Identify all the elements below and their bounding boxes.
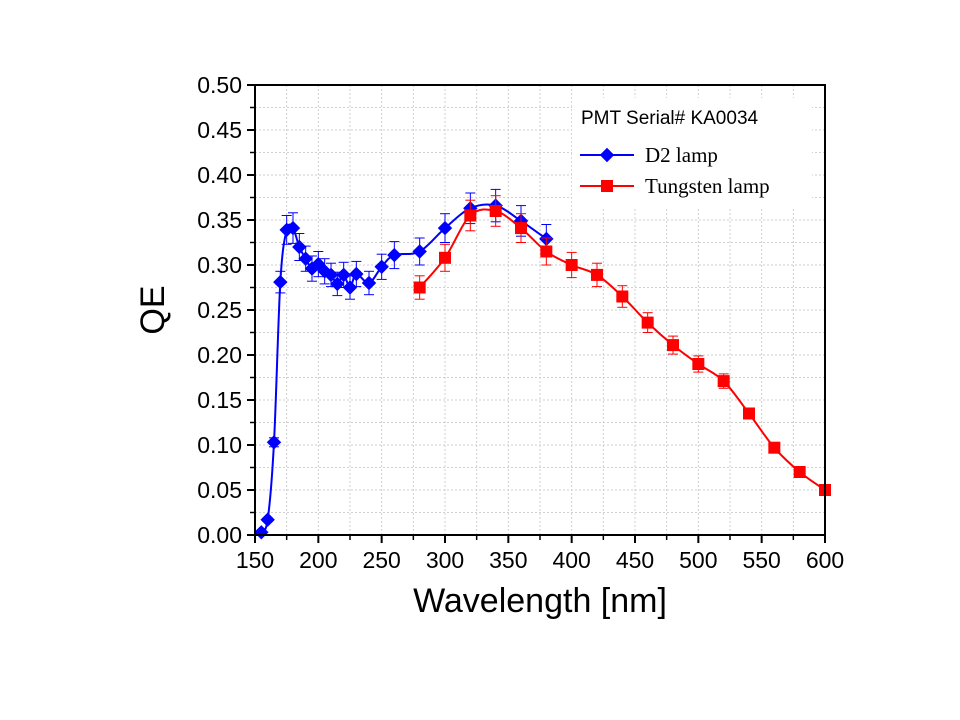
data-point — [298, 251, 313, 266]
data-point — [565, 259, 578, 271]
x-tick-label: 600 — [806, 547, 844, 573]
x-tick-label: 350 — [489, 547, 527, 573]
legend-marker — [599, 147, 615, 163]
legend: PMT Serial# KA0034 D2 lamp Tungsten lamp — [572, 98, 812, 208]
y-tick-label: 0.05 — [197, 477, 242, 503]
x-tick-label: 300 — [426, 547, 464, 573]
legend-label: D2 lamp — [645, 143, 718, 167]
data-point — [387, 247, 402, 263]
data-point — [793, 466, 806, 478]
data-point — [336, 267, 351, 283]
series-1 — [413, 195, 831, 496]
data-point — [667, 339, 679, 352]
data-point — [743, 407, 755, 420]
grid-lines — [255, 85, 825, 535]
data-point — [292, 239, 307, 255]
x-tick-label: 550 — [742, 547, 780, 573]
data-point — [439, 251, 451, 264]
y-tick-label: 0.15 — [197, 387, 242, 413]
y-axis-title: QE — [134, 285, 172, 334]
series-line — [418, 208, 826, 491]
legend-items: D2 lamp Tungsten lamp — [580, 143, 770, 198]
data-point — [540, 245, 553, 258]
x-tick-label: 200 — [299, 547, 337, 573]
tick-labels: 150 200 250 300 350 400 450 500 550 600 0.00 0.05 0.… — [197, 72, 844, 573]
y-tick-label: 0.50 — [197, 72, 242, 98]
data-point — [330, 276, 345, 292]
x-tick-label: 450 — [616, 547, 654, 573]
data-point — [266, 435, 282, 450]
data-point — [616, 290, 629, 303]
data-point — [515, 222, 527, 235]
data-point — [591, 268, 603, 281]
data-point — [768, 441, 781, 454]
data-point — [361, 275, 377, 291]
data-point — [342, 280, 358, 295]
data-point — [437, 220, 453, 236]
data-point — [285, 220, 301, 236]
axis-ticks — [247, 84, 826, 543]
y-tick-label: 0.10 — [197, 432, 242, 458]
data-point — [273, 274, 288, 290]
y-tick-label: 0.20 — [197, 342, 242, 368]
data-point — [323, 267, 339, 283]
x-tick-label: 500 — [679, 547, 717, 573]
x-axis-title: Wavelength [nm] — [413, 582, 667, 620]
y-tick-label: 0.40 — [197, 162, 242, 188]
y-tick-label: 0.00 — [197, 522, 242, 548]
y-tick-label: 0.35 — [197, 207, 242, 233]
y-tick-label: 0.25 — [197, 297, 242, 323]
y-tick-label: 0.30 — [197, 252, 242, 278]
legend-item-1: Tungsten lamp — [580, 174, 770, 198]
data-point — [260, 512, 275, 527]
x-tick-label: 400 — [552, 547, 590, 573]
legend-title: PMT Serial# KA0034 — [581, 108, 759, 129]
data-point — [374, 259, 389, 275]
plot-series — [254, 188, 831, 540]
x-tick-label: 150 — [236, 547, 274, 573]
y-tick-label: 0.45 — [197, 117, 242, 143]
data-point — [489, 205, 502, 217]
data-point — [717, 375, 730, 388]
data-point — [413, 281, 426, 294]
data-point — [464, 209, 477, 222]
legend-item-0: D2 lamp — [580, 143, 718, 167]
x-tick-label: 250 — [362, 547, 400, 573]
data-point — [641, 316, 654, 329]
legend-label: Tungsten lamp — [645, 174, 770, 198]
legend-marker — [601, 180, 613, 192]
data-point — [349, 266, 364, 282]
data-point — [692, 358, 705, 370]
data-point — [412, 244, 427, 259]
